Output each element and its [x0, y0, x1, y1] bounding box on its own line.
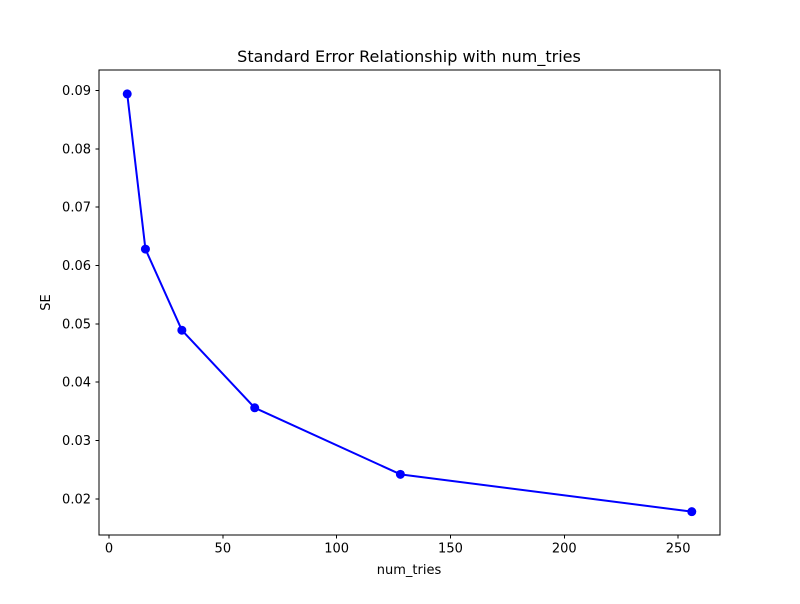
y-tick-label: 0.09: [62, 84, 91, 99]
chart-title: Standard Error Relationship with num_tri…: [237, 47, 581, 67]
data-point: [177, 325, 187, 335]
y-axis-label: SE: [39, 294, 54, 310]
data-point: [140, 244, 150, 254]
x-tick-label: 0: [105, 542, 113, 557]
y-tick-label: 0.06: [62, 259, 91, 274]
y-tick-label: 0.05: [62, 317, 91, 332]
y-tick-label: 0.07: [62, 201, 91, 216]
y-tick-label: 0.02: [62, 492, 91, 507]
plot-area-spines: [98, 69, 721, 536]
series-line: [126, 92, 693, 513]
plot-layer: 0 50 100 150 200 250 0.02 0.03 0.04 0.05 0.06 0.07 0…: [62, 69, 721, 557]
data-point: [250, 403, 260, 413]
data-point: [122, 89, 132, 99]
data-point: [395, 469, 405, 479]
x-tick-label: 100: [324, 542, 349, 557]
y-tick-label: 0.04: [62, 376, 91, 391]
y-tick-label: 0.03: [62, 434, 91, 449]
y-tick-label: 0.08: [62, 142, 91, 157]
data-point: [687, 507, 697, 517]
x-tick-label: 50: [215, 542, 232, 557]
x-tick-label: 200: [552, 542, 577, 557]
x-tick-label: 250: [666, 542, 691, 557]
x-tick-label: 150: [438, 542, 463, 557]
x-axis-label: num_tries: [377, 563, 442, 578]
